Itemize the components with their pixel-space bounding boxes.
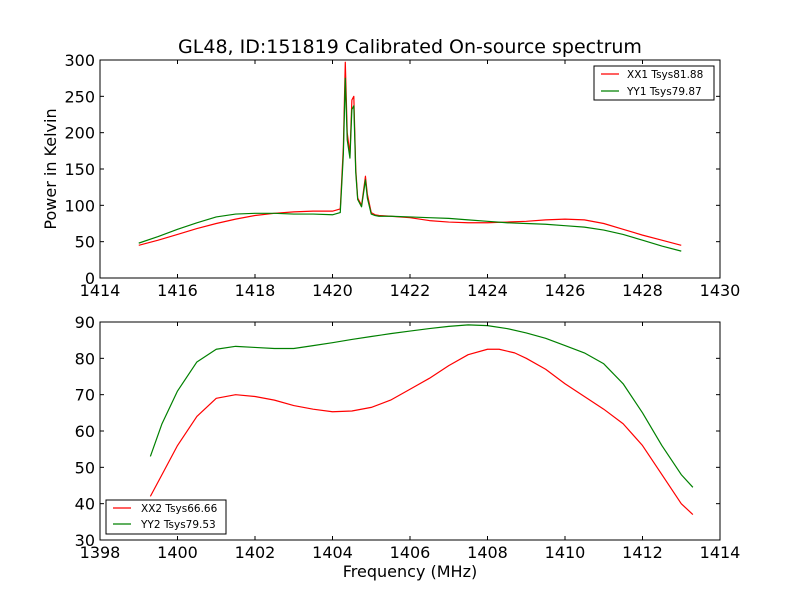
bottom-series-line-yy2: [149, 324, 694, 488]
bottom-ytick-label: 40: [75, 495, 95, 514]
top-xtick-label: 1430: [700, 281, 741, 300]
bottom-ytick-label: 50: [75, 458, 95, 477]
bottom-tick-layer: 1398 1400 1402 1404 1406 1408 1410 1412 1414 30 40…: [75, 313, 741, 562]
top-ytick-label: 300: [64, 51, 95, 70]
top-xtick-label: 1420: [312, 281, 353, 300]
top-series-line-yy1: [138, 77, 682, 252]
bottom-legend-label-xx2: XX2 Tsys66.66: [141, 503, 218, 515]
bottom-xtick-label: 1402: [235, 543, 276, 562]
bottom-series-line-xx2: [149, 348, 694, 516]
bottom-ytick-label: 60: [75, 422, 95, 441]
top-ytick-label: 0: [85, 269, 95, 288]
bottom-xlabel: Frequency (MHz): [343, 562, 477, 581]
bottom-ytick-label: 70: [75, 386, 95, 405]
bottom-legend-label-yy2: YY2 Tsys79.53: [140, 519, 216, 531]
bottom-ytick-label: 90: [75, 313, 95, 332]
bottom-ytick-label: 30: [75, 531, 95, 550]
top-xtick-label: 1416: [157, 281, 198, 300]
bottom-legend: XX2 Tsys66.66 YY2 Tsys79.53: [105, 499, 227, 535]
bottom-xtick-label: 1398: [80, 543, 121, 562]
bottom-xtick-label: 1410: [545, 543, 586, 562]
top-ytick-label: 150: [64, 160, 95, 179]
bottom-xtick-label: 1412: [622, 543, 663, 562]
top-ytick-label: 250: [64, 87, 95, 106]
bottom-xtick-label: 1404: [312, 543, 353, 562]
bottom-xtick-label: 1408: [467, 543, 508, 562]
top-ytick-label: 100: [64, 196, 95, 215]
bottom-xtick-label: 1400: [157, 543, 198, 562]
top-xtick-label: 1426: [545, 281, 586, 300]
bottom-panel: 1398 1400 1402 1404 1406 1408 1410 1412 1414 30 40…: [75, 313, 741, 581]
bottom-series-layer: [149, 324, 694, 516]
top-legend: XX1 Tsys81.88 YY1 Tsys79.87: [593, 65, 715, 101]
top-series-layer: [138, 61, 682, 252]
top-xtick-label: 1422: [390, 281, 431, 300]
top-xtick-label: 1428: [622, 281, 663, 300]
bottom-ytick-label: 80: [75, 349, 95, 368]
top-ytick-label: 200: [64, 124, 95, 143]
top-xtick-label: 1424: [467, 281, 508, 300]
top-legend-box: [593, 65, 715, 101]
top-ylabel: Power in Kelvin: [41, 108, 60, 229]
bottom-xtick-label: 1414: [700, 543, 741, 562]
top-xtick-label: 1418: [235, 281, 276, 300]
top-legend-label-xx1: XX1 Tsys81.88: [627, 69, 703, 81]
top-xtick-label: 1414: [80, 281, 121, 300]
top-tick-layer: 1414 1416 1418 1420 1422 1424 1426 1428 1430 0 50 1…: [64, 51, 740, 300]
top-legend-label-yy1: YY1 Tsys79.87: [626, 86, 702, 98]
bottom-xtick-label: 1406: [390, 543, 431, 562]
top-panel: 1414 1416 1418 1420 1422 1424 1426 1428 1430 0 50 1…: [41, 51, 740, 300]
top-ytick-label: 50: [75, 233, 95, 252]
bottom-legend-box: [105, 499, 227, 535]
chart-title: GL48, ID:151819 Calibrated On-source spe…: [178, 36, 642, 58]
